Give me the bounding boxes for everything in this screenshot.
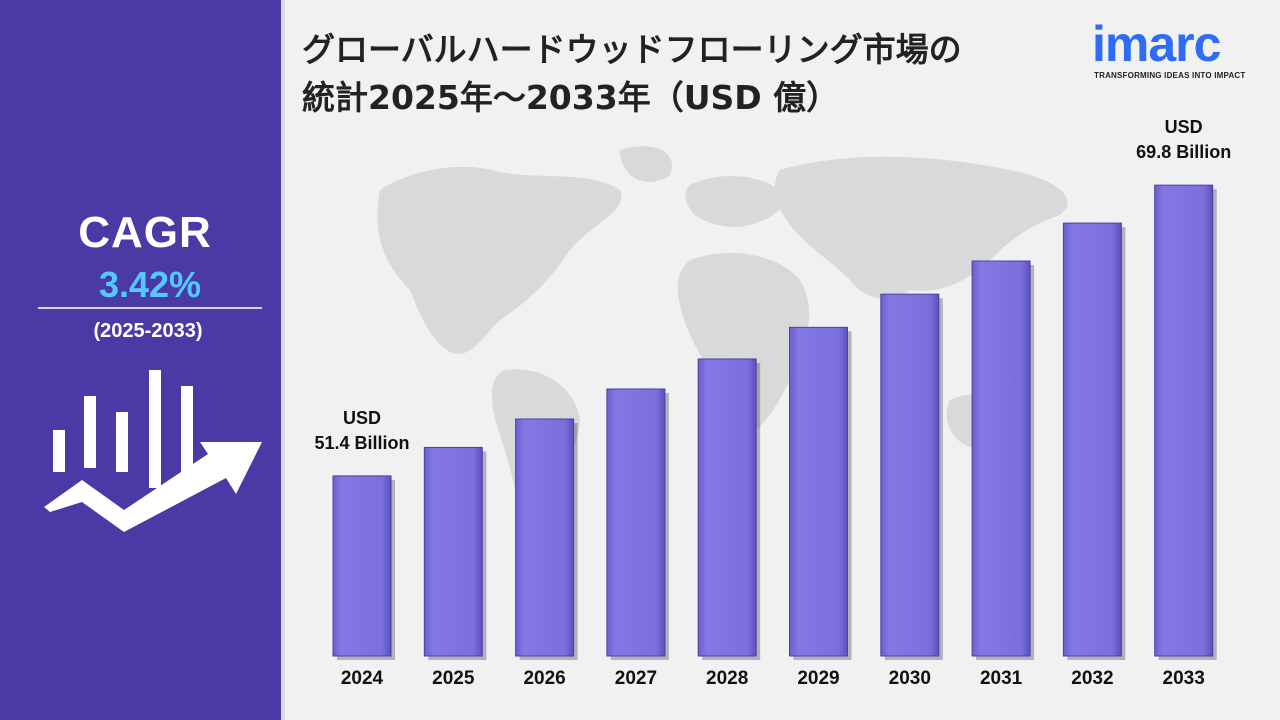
- x-tick-label-2030: 2030: [889, 668, 931, 689]
- bar-2026: [515, 418, 575, 657]
- last-bar-annotation-line2: 69.8 Billion: [1136, 142, 1232, 163]
- bar-2032: [1062, 222, 1122, 657]
- x-tick-label-2033: 2033: [1163, 668, 1205, 689]
- x-axis-ticks: 2024 2025 2026 2027 2028 2029 2030 2031 2032 2033: [341, 668, 1205, 689]
- cagr-label: CAGR: [78, 208, 212, 257]
- bar-2029: [789, 326, 848, 657]
- last-bar-annotation: USD 69.8 Billion: [1104, 115, 1264, 165]
- bar-chart: 2024 2025 2026 2027 2028 2029 2030 2031 2032 2033: [332, 184, 1217, 689]
- x-tick-label-2029: 2029: [797, 668, 839, 689]
- bars-layer: [332, 184, 1217, 660]
- x-tick-label-2026: 2026: [523, 668, 565, 689]
- x-tick-label-2032: 2032: [1071, 668, 1113, 689]
- cagr-panel: CAGR 3.42% (2025-2033): [0, 0, 285, 720]
- bar-2031: [971, 260, 1031, 657]
- cagr-period: (2025-2033): [93, 320, 203, 342]
- x-tick-label-2028: 2028: [706, 668, 748, 689]
- x-tick-label-2031: 2031: [980, 668, 1023, 689]
- first-bar-annotation: USD 51.4 Billion: [282, 406, 442, 456]
- imarc-logo: imarc TRANSFORMING IDEAS INTO IMPACT: [1092, 16, 1264, 86]
- x-tick-label-2027: 2027: [615, 668, 657, 689]
- chart-title-line1: グローバルハードウッドフローリング市場の: [302, 30, 962, 69]
- logo-wordmark: imarc: [1092, 16, 1221, 72]
- bar-2024: [332, 475, 392, 657]
- logo-tagline: TRANSFORMING IDEAS INTO IMPACT: [1094, 71, 1246, 80]
- bar-2030: [880, 293, 940, 657]
- bar-2033: [1154, 184, 1214, 657]
- growth-chart-icon: [44, 370, 262, 532]
- chart-title-line2: 統計2025年～2033年（USD 億）: [302, 78, 840, 117]
- bar-2028: [697, 358, 757, 657]
- last-bar-annotation-line1: USD: [1164, 117, 1203, 138]
- cagr-value: 3.42%: [98, 264, 202, 305]
- bar-2027: [606, 388, 666, 657]
- x-tick-label-2024: 2024: [341, 668, 384, 689]
- first-bar-annotation-line1: USD: [342, 407, 381, 428]
- chart-title: グローバルハードウッドフローリング市場の 統計2025年～2033年（USD 億…: [302, 26, 1072, 122]
- x-tick-label-2025: 2025: [432, 668, 475, 689]
- first-bar-annotation-line2: 51.4 Billion: [314, 432, 410, 453]
- bar-2025: [423, 446, 483, 657]
- world-map-background: [377, 146, 1068, 523]
- cagr-divider: [38, 307, 262, 309]
